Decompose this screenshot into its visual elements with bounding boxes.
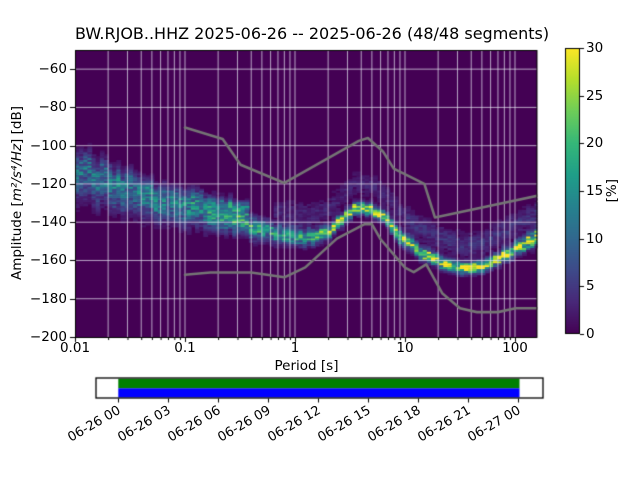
- colorbar-tick-label: 20: [586, 135, 604, 152]
- plot-title: BW.RJOB..HHZ 2025-06-26 -- 2025-06-26 (4…: [75, 24, 550, 43]
- y-tick-label: −60: [38, 61, 68, 78]
- y-tick-label: −180: [29, 290, 67, 307]
- y-tick-label: −200: [29, 329, 67, 345]
- x-tick-label: 0.1: [174, 340, 196, 356]
- y-axis-label-units: m²/s⁴/Hz: [9, 144, 25, 202]
- colorbar-tick-label: 15: [586, 183, 604, 199]
- y-axis-label-prefix: Amplitude [: [9, 201, 25, 281]
- colorbar-tick-label: 0: [586, 326, 595, 342]
- y-tick-label: −100: [29, 137, 67, 154]
- x-tick-label: 0.01: [59, 340, 91, 356]
- colorbar-tick-label: 10: [586, 230, 604, 247]
- y-tick-label: −160: [29, 252, 67, 269]
- y-tick-label: −140: [29, 214, 67, 231]
- x-tick-label: 1: [290, 340, 300, 356]
- colorbar-label: [%]: [604, 179, 620, 203]
- x-tick-label: 100: [502, 340, 528, 356]
- x-axis-label: Period [s]: [274, 358, 339, 374]
- x-tick-label: 10: [396, 340, 414, 356]
- y-tick-label: −80: [38, 99, 68, 116]
- colorbar-tick-label: 30: [586, 40, 604, 56]
- y-tick-label: −120: [29, 175, 67, 192]
- colorbar-tick-label: 5: [586, 278, 595, 295]
- colorbar-tick-label: 25: [586, 87, 604, 104]
